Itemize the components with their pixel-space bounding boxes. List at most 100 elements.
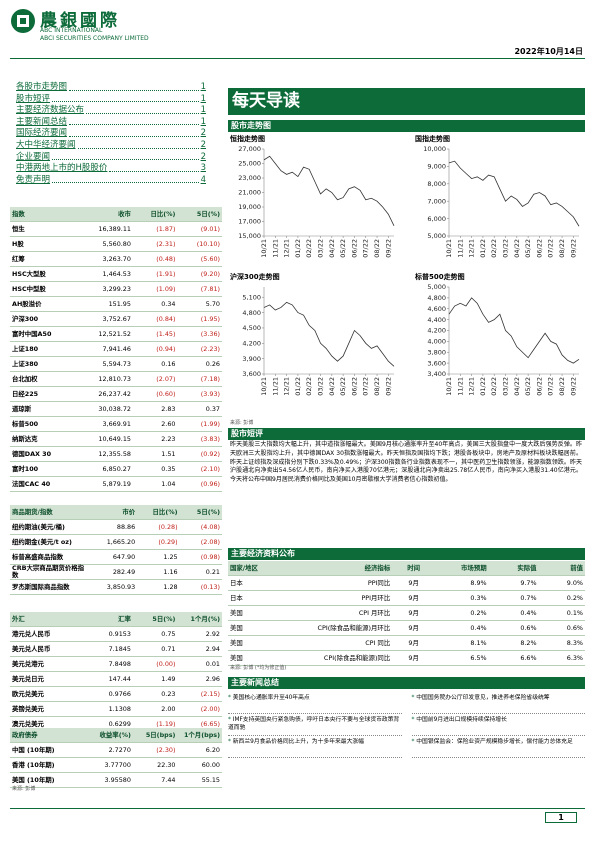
table-cell: 1.49 (132, 671, 178, 687)
table-cell: (2.00) (177, 701, 222, 717)
table-cell: 美元兑日元 (10, 671, 83, 687)
x-tick-label: 06/22 (350, 239, 358, 258)
x-tick-label: 10/21 (445, 377, 453, 396)
x-tick-label: 09/22 (384, 377, 392, 396)
x-tick-label: 12/21 (468, 239, 476, 258)
source: 来源: 彭博 (230, 420, 254, 426)
toc-label: 免责声明 (16, 174, 51, 185)
toc-entry[interactable]: 各股市走势图 1 (16, 82, 206, 94)
x-tick-label: 04/22 (328, 239, 336, 258)
x-tick-label: 10/21 (445, 239, 453, 258)
table-cell: CPI 月环比 (263, 605, 393, 621)
chart: 3,400 3,600 3,800 4,000 4,200 4,400 4,600 4,800… (427, 283, 580, 396)
x-tick-label: 07/22 (547, 239, 555, 258)
table-cell: 9月 (392, 620, 436, 636)
y-tick-label: 4,400 (427, 316, 446, 324)
table-cell: 1.16 (137, 564, 180, 580)
table-cell: 9.7% (488, 575, 539, 591)
table: 政府债券 收益率(%) 5日(bps) 1个月(bps) 中国 (10年期) 2.7270… (10, 728, 222, 788)
table-cell: 2.83 (132, 401, 178, 417)
table-cell: AH股溢价 (10, 296, 83, 312)
table-cell: 7.1845 (82, 641, 133, 657)
company-en: ABC INTERNATIONAL (40, 27, 103, 34)
news-item: * 新西兰9月食品价格同比上升，为十多年来最大涨幅 (228, 736, 402, 758)
table-cell: (2.23) (177, 341, 222, 357)
x-tick-label: 10/21 (260, 377, 268, 396)
table-row: H股 5,560.80 (2.31) (10.10) (10, 236, 222, 252)
table-cell: 5日(%) (179, 505, 222, 520)
table-row: 罗杰斯国际商品指数 3,850.93 1.28 (0.13) (10, 579, 222, 595)
table-cell: (2.31) (132, 236, 178, 252)
y-tick-label: 3,600 (242, 370, 261, 378)
toc-entry[interactable]: 企业要闻 2 (16, 152, 206, 164)
toc-entry[interactable]: 国际经济要闻 2 (16, 128, 206, 140)
table-row: 中国 (10年期) 2.7270 (2.30) 6.20 (10, 742, 222, 758)
x-tick-label: 09/22 (384, 239, 392, 258)
x-tick-label: 04/22 (328, 377, 336, 396)
x-tick-label: 08/22 (373, 377, 381, 396)
table-cell: 富时100 (10, 461, 83, 477)
table-cell: 12,521.52 (82, 326, 133, 342)
table-cell: (1.87) (132, 221, 178, 237)
table-row: 美国 (10年期) 3.95580 7.44 55.15 (10, 772, 222, 788)
table-cell: 5日(%) (132, 612, 178, 627)
table-cell: 10,649.15 (82, 431, 133, 447)
table-cell: 外汇 (10, 612, 83, 627)
toc-entry[interactable]: 股市短评 1 (16, 94, 206, 106)
table-cell: (2.30) (132, 742, 178, 758)
x-tick-label: 12/21 (283, 377, 291, 396)
toc-entry[interactable]: 免责声明 4 (16, 175, 206, 187)
y-tick-label: 4,500 (242, 324, 261, 332)
table-row: 红筹 3,263.70 (0.48) (5.60) (10, 251, 222, 267)
x-tick-label: 03/22 (502, 377, 510, 396)
line (263, 155, 395, 227)
x-tick-label: 07/22 (547, 377, 555, 396)
line (448, 297, 580, 364)
table-cell: 1.25 (137, 549, 180, 565)
x-tick-label: 03/22 (317, 377, 325, 396)
toc-dots (86, 105, 199, 114)
table-row: 美国 CPI(除食品和能源)同比 9月 6.5% 6.6% 6.3% (228, 650, 585, 666)
x-tick-label: 05/22 (524, 239, 532, 258)
x-tick-label: 02/22 (490, 377, 498, 396)
table-row: HSC中型股 3,299.23 (1.09) (7.81) (10, 281, 222, 297)
table-cell: 政府债券 (10, 728, 83, 743)
chart: 15,000 17,000 19,000 21,000 23,000 25,000 27,0… (238, 145, 395, 258)
table-cell: 8.3% (538, 635, 585, 651)
table-cell: 2.92 (177, 626, 222, 642)
table-row: 道琼斯 30,038.72 2.83 0.37 (10, 401, 222, 417)
table-cell: 纽约期油(美元/桶) (10, 519, 91, 535)
toc-entry[interactable]: 主要经济数据公布 1 (16, 105, 206, 117)
table-cell: (2.15) (177, 686, 222, 702)
table-cell: 8.2% (488, 635, 539, 651)
banner: 每天导读 (228, 88, 585, 115)
table: 指数 收市 日比(%) 5日(%) 恒生 16,389.11 (1.87) (9.01) H股 5… (10, 207, 222, 492)
table-cell: 美国 (228, 650, 264, 666)
footer-rule (10, 808, 585, 809)
x-tick-label: 01/22 (479, 377, 487, 396)
x-tick-label: 02/22 (305, 377, 313, 396)
toc-page: 1 (200, 82, 206, 92)
x-tick-label: 06/22 (350, 377, 358, 396)
table-cell: 60.00 (177, 757, 222, 773)
y-tick-label: 9,000 (427, 163, 446, 171)
table-cell: (3.36) (177, 326, 222, 342)
table-cell: 上证380 (10, 356, 83, 372)
table-cell: 3,850.93 (90, 579, 138, 595)
table-cell: 实际值 (488, 561, 539, 576)
toc-entry[interactable]: 中港两地上市的H股股价 3 (16, 163, 206, 175)
table-cell: 美国 (10年期) (10, 772, 83, 788)
table-cell: 2.94 (177, 641, 222, 657)
toc-dots (69, 82, 199, 91)
table-row: 纽约期油(美元/桶) 88.86 (0.28) (4.08) (10, 519, 222, 535)
table-cell: (0.98) (179, 549, 222, 565)
table-cell: 日比(%) (137, 505, 180, 520)
toc-entry[interactable]: 大中华经济要闻 2 (16, 140, 206, 152)
y-tick-label: 3,900 (242, 355, 261, 363)
table-row: 法国CAC 40 5,879.19 1.04 (0.96) (10, 476, 222, 492)
table-row: 美国 CPI 同比 9月 8.1% 8.2% 8.3% (228, 635, 585, 651)
table-cell: 市价 (90, 505, 138, 520)
table-row: 港元兑人民币 0.9153 0.75 2.92 (10, 626, 222, 642)
toc-entry[interactable]: 主要新闻总结 1 (16, 117, 206, 129)
table-cell: 0.4% (435, 620, 489, 636)
